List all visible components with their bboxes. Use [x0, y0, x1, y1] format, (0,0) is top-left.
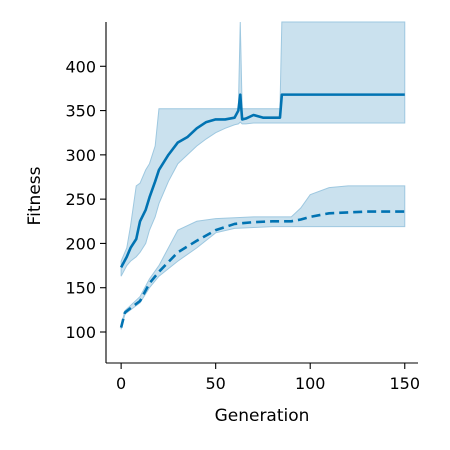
x-axis-ticks: 0 50 100 150: [116, 363, 420, 393]
x-tick-label: 100: [295, 374, 326, 393]
x-axis-label: Generation: [215, 406, 310, 426]
confidence-band-dashed: [120, 185, 406, 330]
y-tick-label: 200: [65, 234, 96, 253]
x-tick-label: 0: [116, 374, 126, 393]
y-axis-label: Fitness: [25, 166, 45, 225]
y-axis-ticks: 100 150 200 250 300 350 400: [65, 57, 106, 342]
y-tick-label: 400: [65, 57, 96, 76]
y-tick-label: 150: [65, 279, 96, 298]
y-tick-label: 250: [65, 190, 96, 209]
x-tick-label: 50: [205, 374, 225, 393]
x-tick-label: 150: [389, 374, 420, 393]
series-line-solid: [119, 93, 405, 268]
y-tick-label: 300: [65, 146, 96, 165]
plot-area: [119, 21, 406, 330]
confidence-band-solid: [120, 21, 406, 277]
series-line-dashed: [119, 210, 405, 328]
y-tick-label: 350: [65, 102, 96, 121]
y-tick-label: 100: [65, 323, 96, 342]
